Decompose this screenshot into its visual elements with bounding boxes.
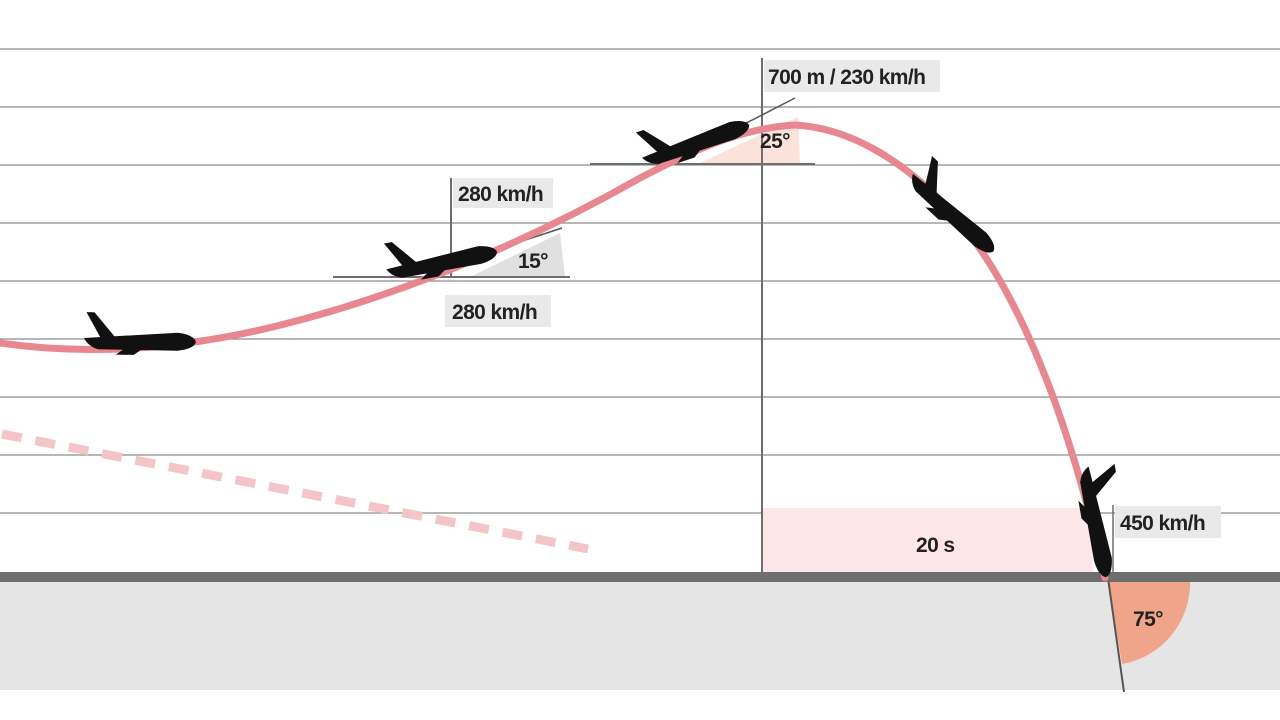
climb-bottom-label-bg [445,295,551,327]
climb-angle-label: 15° [518,250,548,273]
impact-speed-label: 450 km/h [1120,512,1205,535]
climb-speed-top-label: 280 km/h [458,183,543,206]
altitude-grid [0,48,1280,514]
ground-line [0,572,1280,582]
impact-angle-wedge [1108,580,1191,664]
apex-angle-label: 25° [760,130,790,153]
climb-speed-bottom-label: 280 km/h [452,301,537,324]
duration-band [763,508,1093,574]
climb-top-label-bg [453,178,553,208]
apex-label-bg [764,60,940,92]
impact-angle-label: 75° [1133,608,1163,631]
duration-label: 20 s [916,534,954,557]
aircraft-icon [901,154,1013,262]
planned-path [1,429,589,554]
impact-tangent-line [1107,577,1125,693]
apex-label: 700 m / 230 km/h [768,66,925,89]
climb-angle-wedge [470,233,565,277]
ground-area [0,578,1280,690]
impact-speed-label-bg [1115,506,1221,538]
